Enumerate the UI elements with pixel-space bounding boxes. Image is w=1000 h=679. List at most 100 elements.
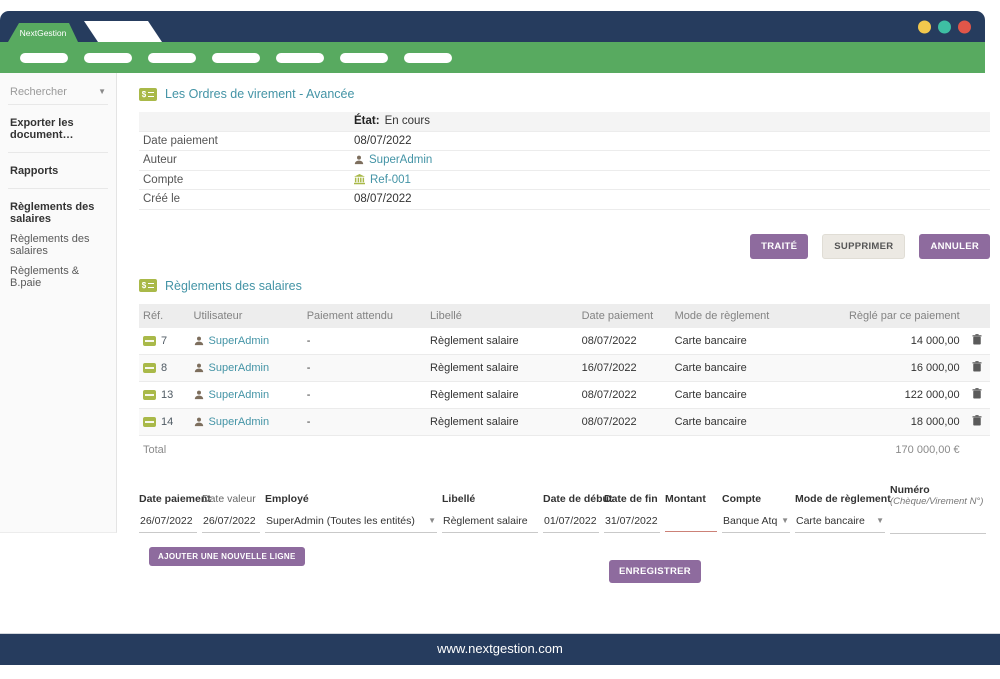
ref-link[interactable]: 7 bbox=[161, 334, 168, 347]
amount-cell: 18 000,00 bbox=[822, 408, 964, 436]
order-row-cree-le: Créé le 08/07/2022 bbox=[139, 190, 990, 210]
main-content: $ Les Ordres de virement - Avancée État:… bbox=[117, 73, 1000, 583]
mode-reglement-select[interactable]: Carte bancaire ▼ bbox=[795, 512, 885, 533]
ref-link[interactable]: 13 bbox=[161, 388, 174, 401]
nav-pill-4[interactable] bbox=[212, 52, 260, 63]
row-value: 08/07/2022 bbox=[354, 193, 412, 206]
chevron-down-icon: ▼ bbox=[876, 515, 884, 525]
trash-icon[interactable] bbox=[972, 360, 982, 372]
window-minimize-dot[interactable] bbox=[918, 20, 931, 33]
ref-link[interactable]: 14 bbox=[161, 415, 174, 428]
trash-icon[interactable] bbox=[972, 333, 982, 345]
annuler-button[interactable]: ANNULER bbox=[919, 233, 990, 259]
nav-pill-2[interactable] bbox=[84, 52, 132, 63]
nav-pill-6[interactable] bbox=[340, 52, 388, 63]
montant-input[interactable] bbox=[665, 512, 717, 532]
traite-button[interactable]: TRAITÉ bbox=[750, 233, 809, 259]
libelle-input[interactable]: Règlement salaire bbox=[442, 512, 538, 533]
nav-pill-7[interactable] bbox=[404, 52, 452, 63]
date-cell: 08/07/2022 bbox=[577, 381, 671, 409]
search-select[interactable]: Rechercher ▼ bbox=[8, 84, 108, 105]
nav-pill-5[interactable] bbox=[276, 52, 324, 63]
state-value: En cours bbox=[384, 115, 430, 128]
nav-pill-1[interactable] bbox=[20, 52, 68, 63]
trash-icon[interactable] bbox=[972, 387, 982, 399]
row-label: Date paiement bbox=[143, 134, 218, 147]
footer-url[interactable]: www.nextgestion.com bbox=[437, 641, 563, 656]
payment-ref-icon bbox=[143, 389, 156, 400]
mode-cell: Carte bancaire bbox=[670, 327, 823, 355]
date-valeur-input[interactable]: 26/07/2022 bbox=[202, 512, 260, 533]
sidebar-item-rapports[interactable]: Rapports bbox=[8, 153, 108, 189]
payments-header-row: Réf. Utilisateur Paiement attendu Libell… bbox=[139, 303, 990, 328]
account-link[interactable]: Ref-001 bbox=[370, 173, 411, 186]
field-label: Libellé bbox=[442, 492, 476, 505]
sidebar-item-reglements-salaires[interactable]: Règlements des salaires bbox=[10, 233, 90, 257]
user-link[interactable]: SuperAdmin bbox=[208, 388, 270, 401]
mode-cell: Carte bancaire bbox=[670, 408, 823, 436]
payments-section-title: Règlements des salaires bbox=[165, 278, 302, 293]
bank-icon bbox=[354, 174, 365, 185]
date-cell: 16/07/2022 bbox=[577, 354, 671, 382]
table-row: 7 SuperAdmin - Règlement salaire 08/07/2… bbox=[139, 327, 990, 355]
field-compte: Compte Banque Atq ▼ bbox=[722, 484, 790, 533]
payment-ref-icon bbox=[143, 416, 156, 427]
save-button[interactable]: ENREGISTRER bbox=[609, 559, 701, 583]
compte-select[interactable]: Banque Atq ▼ bbox=[722, 512, 790, 533]
author-link[interactable]: SuperAdmin bbox=[369, 154, 433, 167]
app-body: Rechercher ▼ Exporter les document… Rapp… bbox=[0, 73, 1000, 583]
label-cell: Règlement salaire bbox=[426, 381, 578, 409]
field-label: Date de début bbox=[543, 492, 613, 505]
field-label: Numéro (Chèque/Virement N°) bbox=[890, 484, 986, 514]
brand-tab[interactable]: NextGestion bbox=[8, 23, 78, 42]
order-section-header: $ Les Ordres de virement - Avancée bbox=[139, 87, 990, 101]
date-debut-input[interactable]: 01/07/2022 bbox=[543, 512, 599, 533]
order-section-title: Les Ordres de virement - Avancée bbox=[165, 87, 355, 101]
new-payment-form: Date paiement 26/07/2022 Date valeur 26/… bbox=[139, 484, 990, 534]
person-icon bbox=[194, 417, 204, 427]
supprimer-button[interactable]: SUPPRIMER bbox=[822, 233, 906, 259]
search-placeholder: Rechercher bbox=[10, 86, 67, 98]
user-link[interactable]: SuperAdmin bbox=[208, 415, 270, 428]
title-bar: NextGestion bbox=[0, 11, 985, 42]
label-cell: Règlement salaire bbox=[426, 354, 578, 382]
user-link[interactable]: SuperAdmin bbox=[208, 334, 270, 347]
trash-icon[interactable] bbox=[972, 414, 982, 426]
ref-link[interactable]: 8 bbox=[161, 361, 168, 374]
user-link[interactable]: SuperAdmin bbox=[208, 361, 270, 374]
date-paiement-input[interactable]: 26/07/2022 bbox=[139, 512, 197, 533]
main-nav-bar bbox=[0, 42, 985, 73]
order-state-row: État: En cours bbox=[139, 112, 990, 132]
col-actions bbox=[963, 303, 990, 328]
money-check-icon: $ bbox=[139, 87, 157, 101]
decorative-tab-shape bbox=[84, 21, 162, 42]
col-regle-paiement: Règlé par ce paiement bbox=[822, 303, 964, 328]
window-close-dot[interactable] bbox=[958, 20, 971, 33]
amount-cell: 122 000,00 bbox=[822, 381, 964, 409]
field-label: Compte bbox=[722, 492, 762, 505]
row-label: Auteur bbox=[143, 154, 177, 167]
total-value: 170 000,00 € bbox=[895, 443, 960, 456]
col-date-paiement: Date paiement bbox=[577, 303, 671, 328]
field-date-paiement: Date paiement 26/07/2022 bbox=[139, 484, 211, 533]
employe-select[interactable]: SuperAdmin (Toutes les entités) ▼ bbox=[265, 512, 437, 533]
sidebar-item-reglements-bpaie[interactable]: Règlements & B.paie bbox=[10, 265, 80, 289]
table-row: 8 SuperAdmin - Règlement salaire 16/07/2… bbox=[139, 354, 990, 382]
person-icon bbox=[194, 336, 204, 346]
numero-input[interactable] bbox=[890, 514, 986, 534]
window-controls bbox=[918, 20, 971, 33]
order-row-auteur: Auteur SuperAdmin bbox=[139, 151, 990, 171]
sidebar-group-reglements[interactable]: Règlements des salaires bbox=[10, 201, 95, 225]
payment-ref-icon bbox=[143, 362, 156, 373]
sidebar: Rechercher ▼ Exporter les document… Rapp… bbox=[0, 73, 117, 533]
field-date-valeur: Date valeur 26/07/2022 bbox=[202, 484, 260, 533]
window-maximize-dot[interactable] bbox=[938, 20, 951, 33]
form-actions: AJOUTER UNE NOUVELLE LIGNE ENREGISTRER bbox=[139, 546, 990, 593]
nav-pill-3[interactable] bbox=[148, 52, 196, 63]
date-fin-input[interactable]: 31/07/2022 bbox=[604, 512, 660, 533]
sidebar-item-export[interactable]: Exporter les document… bbox=[8, 105, 108, 153]
chevron-down-icon: ▼ bbox=[781, 515, 789, 525]
order-row-compte: Compte Ref-001 bbox=[139, 171, 990, 190]
add-line-button[interactable]: AJOUTER UNE NOUVELLE LIGNE bbox=[149, 546, 305, 566]
